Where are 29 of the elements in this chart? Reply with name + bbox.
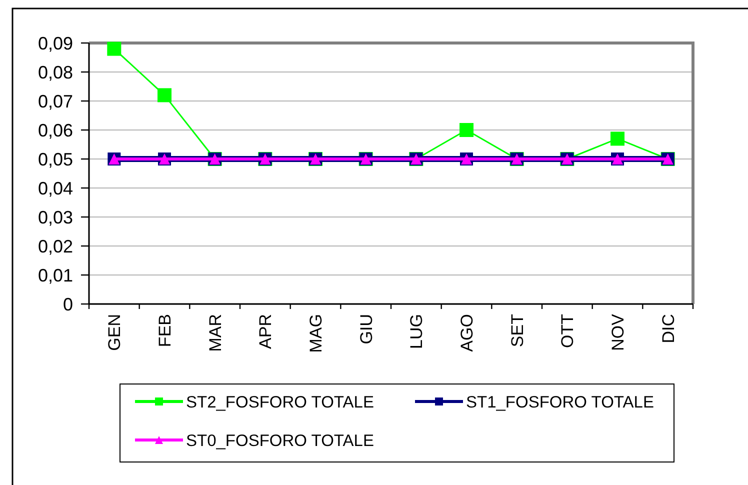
x-tick-label: GIU [356,314,376,344]
x-tick-label: MAG [306,314,326,353]
legend-label: ST1_FOSFORO TOTALE [466,393,654,412]
x-tick-label: NOV [608,313,628,351]
x-tick-label: FEB [155,314,174,348]
legend-label: ST0_FOSFORO TOTALE [186,432,374,450]
legend-label: ST2_FOSFORO TOTALE [186,393,374,412]
x-tick-label: SET [508,314,527,348]
y-tick-label: 0,04 [38,178,73,198]
point [107,42,122,56]
y-tick-label: 0,08 [38,62,73,82]
x-tick-label: AGO [457,314,476,352]
y-tick-label: 0 [62,294,73,314]
y-tick-label: 0,09 [38,33,73,54]
x-tick-label: GEN [105,314,124,351]
y-tick-label: 0,07 [38,91,73,112]
x-tick-label: MAR [206,314,225,352]
y-tick-label: 0,01 [38,265,73,286]
y-tick-label: 0,02 [38,236,73,256]
x-tick-label: DIC [658,314,678,344]
point [610,132,624,146]
y-tick-label: 0,06 [38,120,73,140]
y-tick-label: 0,03 [38,207,73,228]
point [158,88,172,102]
x-tick-label: APR [256,314,276,349]
point [460,123,474,137]
y-tick-label: 0,05 [38,149,73,170]
x-tick-label: OTT [558,314,578,348]
x-tick-label: LUG [407,314,426,349]
